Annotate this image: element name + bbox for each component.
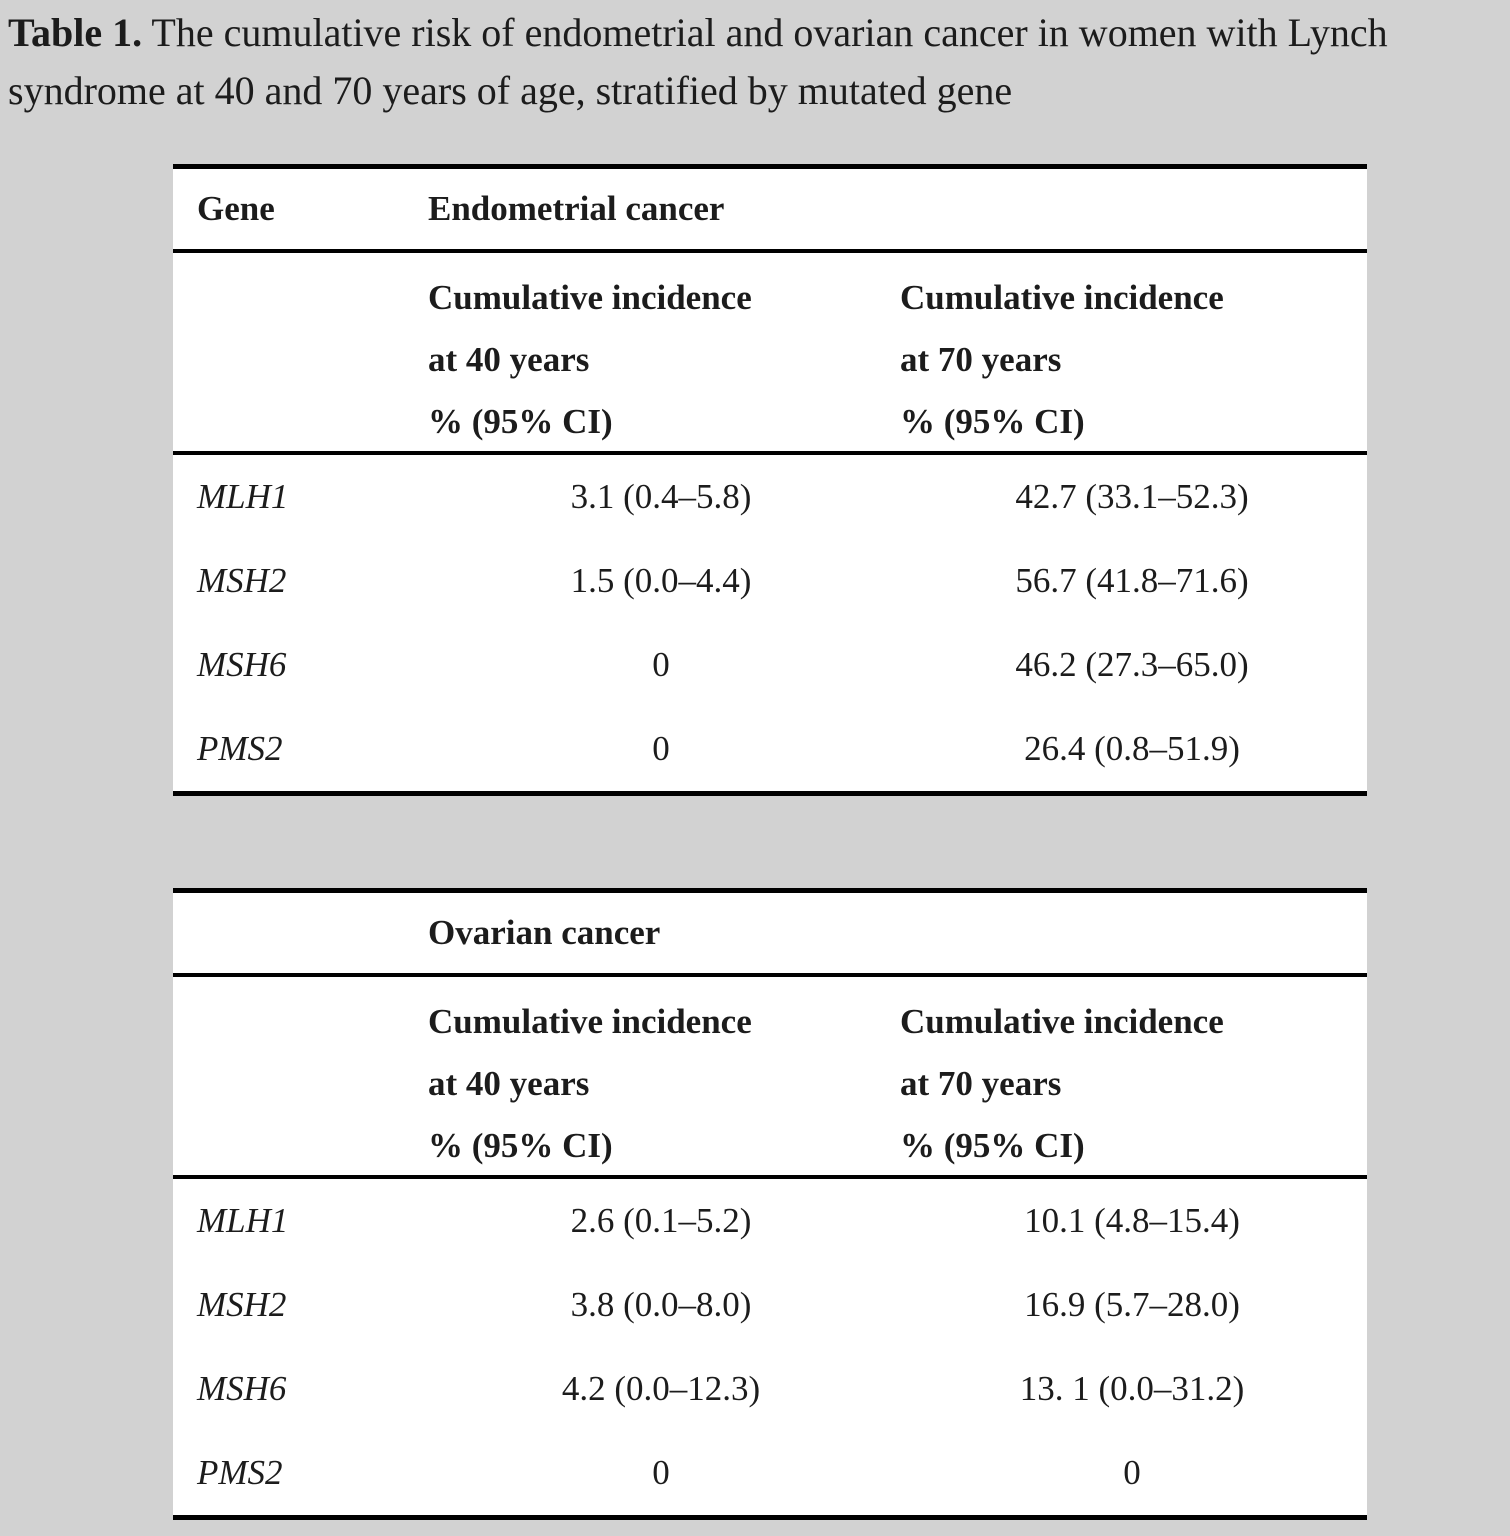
table-row: PMS2 0 26.4 (0.8–51.9) xyxy=(173,707,1367,791)
header-line: Cumulative incidence xyxy=(428,1002,752,1041)
gene-cell: PMS2 xyxy=(197,729,283,768)
table-row: MSH2 1.5 (0.0–4.4) 56.7 (41.8–71.6) xyxy=(173,539,1367,623)
cancer-type-header: Ovarian cancer xyxy=(428,913,661,952)
caption-label: Table 1. xyxy=(8,10,143,55)
table-row: MSH2 3.8 (0.0–8.0) 16.9 (5.7–28.0) xyxy=(173,1263,1367,1347)
value-cell-at40: 4.2 (0.0–12.3) xyxy=(561,1369,761,1408)
gene-cell: MSH6 xyxy=(197,1369,287,1408)
col-header-incidence-40: Cumulative incidence at 40 years % (95% … xyxy=(425,253,897,453)
table-row: MSH6 0 46.2 (27.3–65.0) xyxy=(173,623,1367,707)
value-cell-at70: 16.9 (5.7–28.0) xyxy=(1024,1285,1240,1324)
value-cell-at40: 2.6 (0.1–5.2) xyxy=(570,1201,752,1240)
table-row: MLH1 3.1 (0.4–5.8) 42.7 (33.1–52.3) xyxy=(173,455,1367,539)
table-caption: Table 1. The cumulative risk of endometr… xyxy=(8,4,1504,120)
value-cell-at40: 3.8 (0.0–8.0) xyxy=(570,1285,752,1324)
header-line: % (95% CI) xyxy=(900,1126,1085,1165)
value-cell-at70: 0 xyxy=(1123,1453,1141,1492)
value-cell-at70: 56.7 (41.8–71.6) xyxy=(1015,561,1249,600)
empty-header-cell xyxy=(173,253,425,453)
gene-cell: MSH2 xyxy=(197,1285,287,1324)
value-cell-at70: 26.4 (0.8–51.9) xyxy=(1024,729,1240,768)
table-row: PMS2 0 0 xyxy=(173,1431,1367,1515)
table-row: MLH1 2.6 (0.1–5.2) 10.1 (4.8–15.4) xyxy=(173,1179,1367,1263)
col-header-incidence-70: Cumulative incidence at 70 years % (95% … xyxy=(897,977,1367,1177)
group-header-row: Ovarian cancer xyxy=(173,893,1367,977)
value-cell-at40: 3.1 (0.4–5.8) xyxy=(570,477,752,516)
gene-column-header: Gene xyxy=(197,189,275,228)
header-line: % (95% CI) xyxy=(428,402,613,441)
column-header-row: Cumulative incidence at 40 years % (95% … xyxy=(173,253,1367,455)
endometrial-cancer-table: Gene Endometrial cancer Cumulative incid… xyxy=(173,164,1367,796)
col-header-incidence-70: Cumulative incidence at 70 years % (95% … xyxy=(897,253,1367,453)
header-line: % (95% CI) xyxy=(900,402,1085,441)
gene-cell: MLH1 xyxy=(197,1201,289,1240)
value-cell-at40: 1.5 (0.0–4.4) xyxy=(570,561,752,600)
header-line: Cumulative incidence xyxy=(428,278,752,317)
empty-header-cell xyxy=(173,977,425,1177)
caption-line-2: syndrome at 40 and 70 years of age, stra… xyxy=(8,68,1013,113)
gene-cell: PMS2 xyxy=(197,1453,283,1492)
caption-line-1: Table 1. The cumulative risk of endometr… xyxy=(8,4,1504,62)
value-cell-at40: 0 xyxy=(652,729,670,768)
header-line: at 70 years xyxy=(900,1064,1062,1103)
value-cell-at70: 42.7 (33.1–52.3) xyxy=(1015,477,1249,516)
ovarian-cancer-table: Ovarian cancer Cumulative incidence at 4… xyxy=(173,888,1367,1520)
group-header-row: Gene Endometrial cancer xyxy=(173,169,1367,253)
caption-text: The cumulative risk of endometrial and o… xyxy=(142,10,1388,55)
table-row: MSH6 4.2 (0.0–12.3) 13. 1 (0.0–31.2) xyxy=(173,1347,1367,1431)
header-line: at 70 years xyxy=(900,340,1062,379)
column-header-row: Cumulative incidence at 40 years % (95% … xyxy=(173,977,1367,1179)
header-line: at 40 years xyxy=(428,340,590,379)
value-cell-at70: 10.1 (4.8–15.4) xyxy=(1024,1201,1240,1240)
header-line: % (95% CI) xyxy=(428,1126,613,1165)
header-line: at 40 years xyxy=(428,1064,590,1103)
gene-cell: MSH2 xyxy=(197,561,287,600)
cancer-type-header: Endometrial cancer xyxy=(428,189,725,228)
value-cell-at40: 0 xyxy=(652,1453,670,1492)
value-cell-at40: 0 xyxy=(652,645,670,684)
gene-cell: MLH1 xyxy=(197,477,289,516)
value-cell-at70: 13. 1 (0.0–31.2) xyxy=(1019,1369,1245,1408)
value-cell-at70: 46.2 (27.3–65.0) xyxy=(1015,645,1249,684)
col-header-incidence-40: Cumulative incidence at 40 years % (95% … xyxy=(425,977,897,1177)
gene-cell: MSH6 xyxy=(197,645,287,684)
header-line: Cumulative incidence xyxy=(900,278,1224,317)
header-line: Cumulative incidence xyxy=(900,1002,1224,1041)
